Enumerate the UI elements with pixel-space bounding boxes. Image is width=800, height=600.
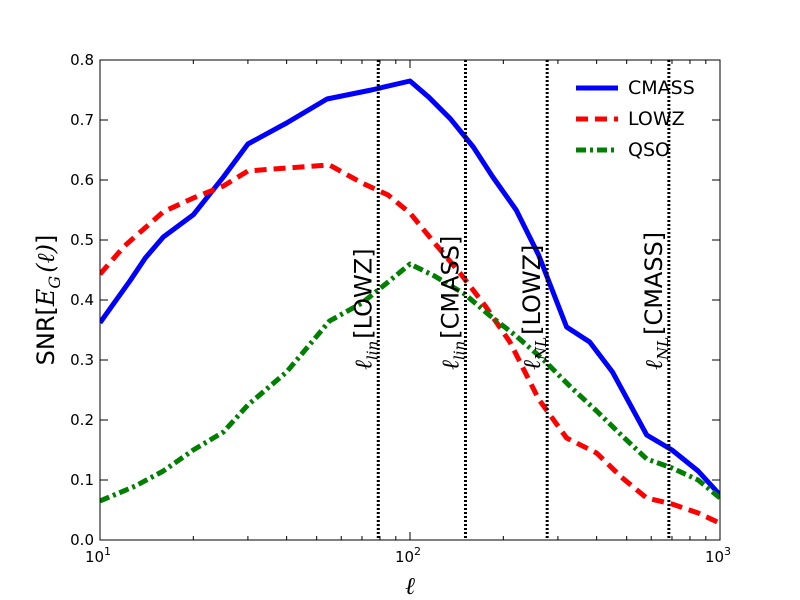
y-tick-label: 0.8 xyxy=(70,51,94,69)
y-tick-label: 0.3 xyxy=(70,351,94,369)
vline-label-subscript: NL xyxy=(532,337,550,361)
y-label-symbol: E xyxy=(32,288,60,307)
vline-label-tag: [CMASS] xyxy=(436,236,464,339)
vline-label-subscript: lin xyxy=(363,341,381,360)
vline-label-symbol: ℓ xyxy=(640,360,668,370)
y-tick-label: 0.7 xyxy=(70,111,94,129)
y-tick-label: 0.5 xyxy=(70,231,94,249)
vline-label-tag: [LOWZ] xyxy=(518,245,546,335)
legend-label-lowz: LOWZ xyxy=(628,108,685,130)
y-label-subscript: G xyxy=(45,276,64,289)
y-label-prefix: SNR[ xyxy=(32,306,60,365)
vline-label-tag: [LOWZ] xyxy=(349,248,377,338)
series-line-cmass xyxy=(100,78,720,497)
legend: CMASS LOWZ QSO xyxy=(576,77,695,161)
y-label-args: (ℓ) xyxy=(32,244,60,273)
vline-label-0: ℓlin [LOWZ] xyxy=(349,248,381,370)
series-line-qso xyxy=(100,261,720,504)
vline-label-3: ℓNL[CMASS] xyxy=(640,232,672,370)
y-tick-label: 0.0 xyxy=(70,531,94,549)
x-tick-label: 101 xyxy=(85,545,111,566)
x-axis-label: ℓ xyxy=(405,572,415,600)
y-tick-label: 0.6 xyxy=(70,171,94,189)
vline-layer: ℓlin[LOWZ]ℓlin[CMASS]ℓNL[LOWZ]ℓNL[CMASS] xyxy=(349,60,672,540)
y-label-suffix: ] xyxy=(32,235,60,244)
vline-label-1: ℓlin [CMASS] xyxy=(436,236,468,370)
vline-label-tag: [CMASS] xyxy=(640,232,668,335)
vline-label-symbol: ℓ xyxy=(436,360,464,370)
y-axis-label: SNR[EG (ℓ)] xyxy=(32,235,64,366)
y-tick-label: 0.1 xyxy=(70,471,94,489)
vline-label-symbol: ℓ xyxy=(518,360,546,370)
svg-text:ℓlin[CMASS]: ℓlin [CMASS] xyxy=(436,236,468,370)
series-layer xyxy=(100,78,720,526)
vline-label-subscript: NL xyxy=(654,337,672,361)
legend-label-cmass: CMASS xyxy=(628,77,695,99)
vline-label-symbol: ℓ xyxy=(349,360,377,370)
x-tick-label: 102 xyxy=(395,545,421,566)
svg-text:ℓNL[LOWZ]: ℓNL[LOWZ] xyxy=(518,245,550,370)
svg-text:SNR[EG(ℓ)]: SNR[EG (ℓ)] xyxy=(32,235,64,366)
y-tick-label: 0.4 xyxy=(70,291,94,309)
vline-label-2: ℓNL[LOWZ] xyxy=(518,245,550,370)
tick-layer: 0.0 0.1 0.2 0.3 0.4 0.5 0.6 0.7 0.8 101 102 103 xyxy=(70,51,731,566)
vline-label-subscript: lin xyxy=(450,341,468,360)
svg-text:ℓlin[LOWZ]: ℓlin [LOWZ] xyxy=(349,248,381,370)
y-tick-label: 0.2 xyxy=(70,411,94,429)
legend-label-qso: QSO xyxy=(628,139,670,161)
series-line-lowz xyxy=(100,162,720,526)
plot-frame xyxy=(99,59,721,541)
x-tick-label: 103 xyxy=(705,545,731,566)
svg-text:ℓNL[CMASS]: ℓNL[CMASS] xyxy=(640,232,672,370)
